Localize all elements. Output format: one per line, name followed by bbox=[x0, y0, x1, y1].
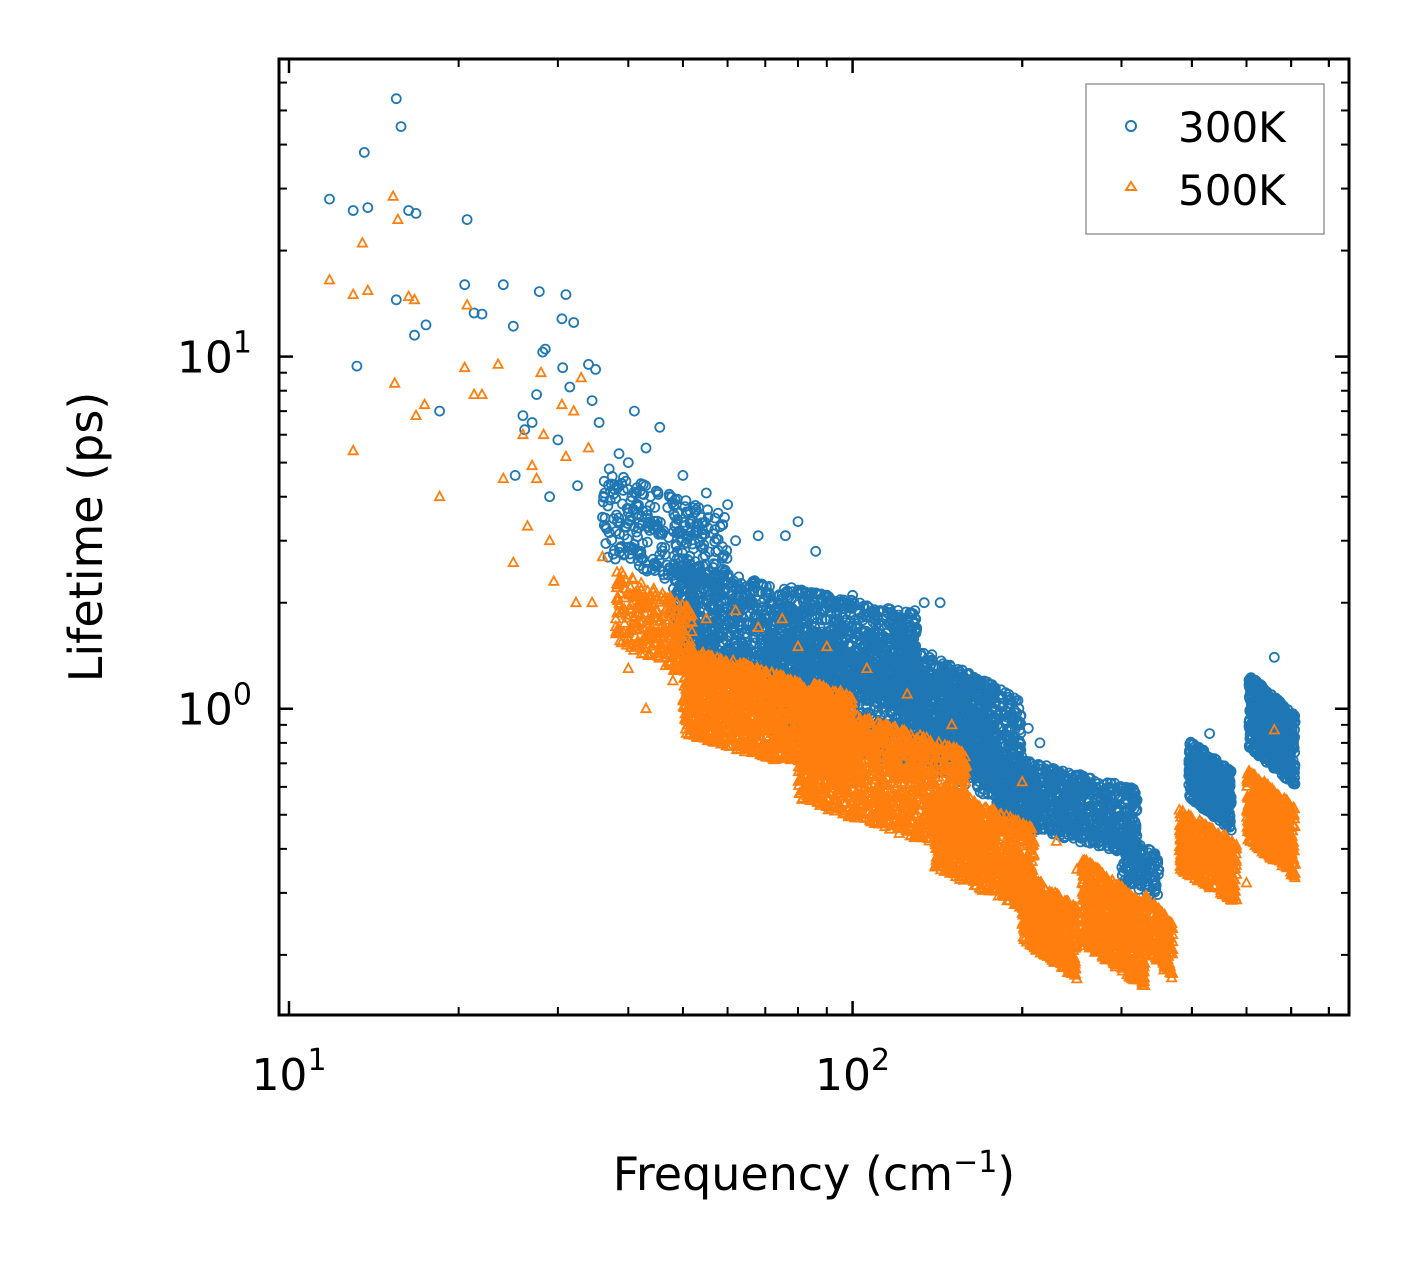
data-point-300k bbox=[739, 636, 751, 648]
data-point-300k bbox=[677, 547, 688, 559]
data-point-300k bbox=[641, 505, 653, 517]
data-point-300k bbox=[638, 563, 649, 575]
data-point-300k bbox=[616, 477, 627, 489]
data-point-300k bbox=[685, 516, 697, 528]
data-point-300k bbox=[622, 502, 634, 514]
data-point-300k bbox=[631, 482, 643, 494]
data-point-300k bbox=[695, 512, 707, 523]
data-point-300k bbox=[729, 638, 740, 649]
data-point-300k bbox=[637, 553, 649, 565]
data-point-300k bbox=[637, 505, 648, 517]
data-point-300k bbox=[699, 550, 711, 562]
data-point-300k bbox=[600, 538, 612, 549]
data-point-300k bbox=[679, 501, 691, 513]
data-point-300k bbox=[830, 596, 842, 608]
data-point-300k bbox=[631, 526, 642, 538]
data-point-300k bbox=[638, 489, 650, 501]
data-point-300k bbox=[679, 571, 690, 582]
data-point-300k bbox=[725, 644, 737, 655]
data-point-300k bbox=[610, 493, 622, 504]
data-point-300k bbox=[685, 573, 697, 584]
data-point-300k bbox=[632, 555, 644, 567]
data-point-300k bbox=[636, 511, 647, 523]
data-point-300k bbox=[873, 605, 884, 617]
data-point-300k bbox=[618, 471, 629, 483]
data-point-300k bbox=[637, 479, 649, 490]
data-point-300k bbox=[663, 488, 675, 500]
data-point-300k bbox=[717, 552, 728, 564]
data-point-300k bbox=[743, 619, 754, 631]
data-point-300k bbox=[672, 514, 683, 525]
data-point-300k bbox=[606, 534, 618, 546]
data-point-300k bbox=[666, 491, 678, 503]
data-point-300k bbox=[672, 528, 684, 540]
data-point-300k bbox=[598, 475, 610, 487]
data-point-300k bbox=[641, 563, 653, 575]
data-point-300k bbox=[632, 531, 643, 543]
data-point-300k bbox=[631, 498, 642, 510]
data-point-300k bbox=[863, 633, 875, 645]
data-point-300k bbox=[712, 507, 724, 519]
data-point-300k bbox=[840, 614, 852, 626]
data-point-300k bbox=[605, 478, 617, 490]
data-point-300k bbox=[655, 528, 666, 539]
data-point-300k bbox=[613, 512, 625, 524]
data-point-300k bbox=[622, 507, 634, 519]
data-point-300k bbox=[824, 594, 836, 606]
data-point-300k bbox=[678, 516, 690, 528]
data-point-300k bbox=[629, 543, 640, 555]
data-point-300k bbox=[625, 553, 636, 564]
data-point-300k bbox=[746, 598, 758, 609]
data-point-300k bbox=[725, 581, 737, 593]
data-point-300k bbox=[692, 525, 704, 536]
data-point-300k bbox=[798, 621, 810, 633]
data-point-300k bbox=[609, 553, 621, 565]
data-point-300k bbox=[645, 490, 656, 502]
data-point-300k bbox=[662, 502, 674, 513]
data-point-300k bbox=[654, 549, 666, 561]
data-point-300k bbox=[650, 561, 662, 573]
data-point-300k bbox=[649, 559, 661, 571]
data-point-300k bbox=[846, 595, 858, 606]
data-point-300k bbox=[597, 496, 609, 508]
data-point-300k bbox=[887, 608, 899, 620]
data-point-300k bbox=[697, 543, 709, 555]
data-point-300k bbox=[618, 529, 630, 541]
data-point-300k bbox=[690, 499, 701, 511]
data-point-300k bbox=[608, 513, 619, 525]
data-point-300k bbox=[668, 569, 679, 581]
data-point-300k bbox=[717, 519, 728, 530]
data-point-300k bbox=[890, 625, 902, 636]
data-point-300k bbox=[672, 507, 683, 519]
data-point-300k bbox=[671, 546, 683, 557]
data-point-300k bbox=[615, 541, 627, 552]
data-point-300k bbox=[747, 603, 758, 615]
data-point-300k bbox=[732, 619, 744, 631]
data-point-300k bbox=[848, 633, 860, 645]
data-point-300k bbox=[781, 590, 793, 601]
data-point-300k bbox=[690, 504, 702, 515]
data-point-300k bbox=[722, 569, 734, 580]
data-point-300k bbox=[602, 551, 614, 563]
data-point-300k bbox=[686, 538, 698, 550]
data-point-300k bbox=[614, 528, 625, 540]
data-point-300k bbox=[702, 522, 714, 534]
data-point-300k bbox=[617, 484, 629, 496]
data-point-300k bbox=[659, 549, 671, 560]
data-point-300k bbox=[714, 521, 726, 533]
data-point-300k bbox=[709, 536, 721, 548]
data-point-300k bbox=[598, 490, 610, 502]
data-point-300k bbox=[717, 541, 728, 553]
data-point-300k bbox=[642, 536, 653, 548]
data-points bbox=[323, 93, 1302, 990]
data-point-300k bbox=[671, 493, 683, 505]
data-point-300k bbox=[702, 504, 713, 516]
data-point-300k bbox=[651, 515, 663, 527]
data-point-300k bbox=[862, 629, 874, 640]
